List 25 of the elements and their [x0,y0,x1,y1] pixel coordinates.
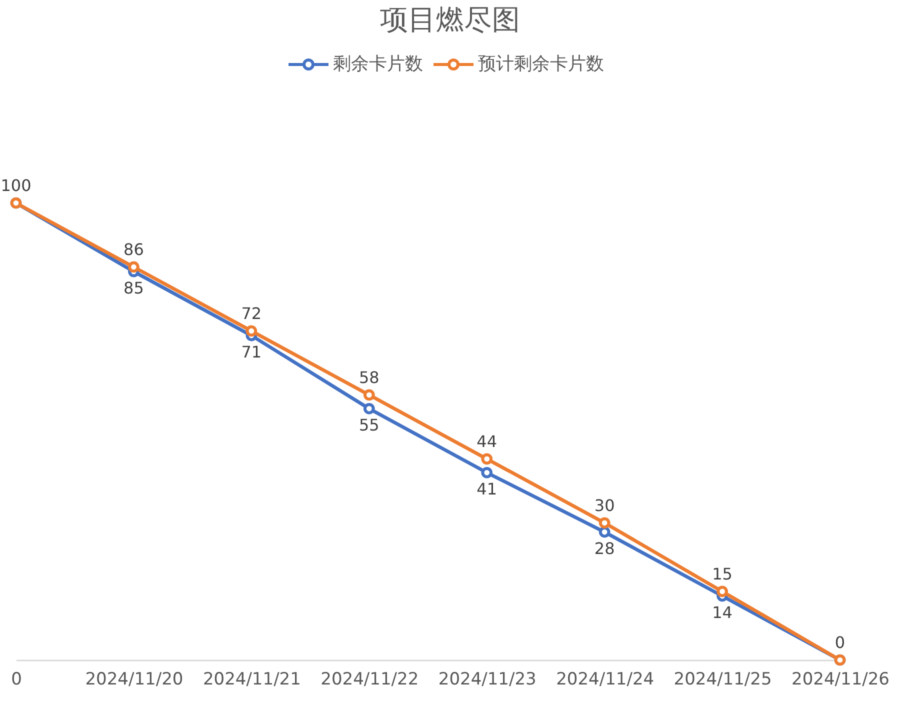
data-label: 86 [124,240,144,259]
data-label: 71 [241,342,262,362]
legend-label: 剩余卡片数 [333,54,423,74]
data-label: 28 [594,539,615,558]
chart-title: 项目燃尽图 [380,3,520,36]
x-tick-label: 2024/11/26 [792,670,890,690]
data-label: 14 [712,603,732,622]
x-tick-label: 2024/11/20 [85,670,184,690]
x-tick-label: 2024/11/22 [320,670,419,690]
data-label: 85 [124,278,144,298]
data-label: 15 [712,564,732,584]
data-label: 58 [358,368,380,387]
x-tick-label: 2024/11/21 [202,670,301,690]
data-label: 30 [594,496,615,515]
x-tick-label: 2024/11/24 [556,670,654,690]
data-label: 100 [0,176,32,195]
x-tick-label: 0 [11,670,22,690]
data-label: 72 [241,304,262,323]
data-label: 55 [358,416,380,435]
legend-label: 预计剩余卡片数 [478,54,604,74]
data-label: 44 [476,432,498,451]
x-tick-label: 2024/11/25 [674,670,772,690]
x-tick-label: 2024/11/23 [438,670,536,690]
data-label: 0 [834,633,846,652]
data-label: 41 [476,480,498,499]
